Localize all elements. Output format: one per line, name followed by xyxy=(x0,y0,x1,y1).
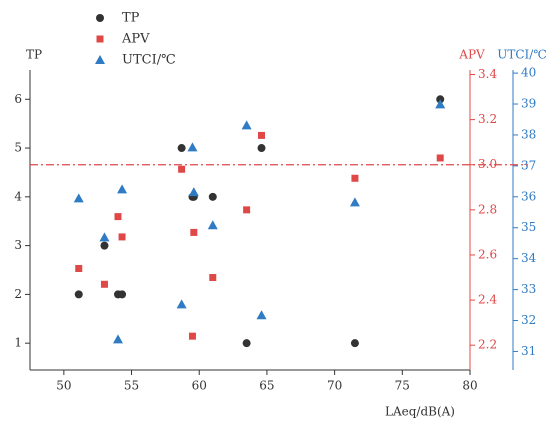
legend-marker xyxy=(96,14,104,22)
y3-axis-label: UTCI/℃ xyxy=(497,48,547,62)
y3-tick-label: 34 xyxy=(521,251,537,265)
point xyxy=(258,131,266,139)
y-tick-label: 5 xyxy=(14,141,22,155)
x-tick-label: 75 xyxy=(395,379,410,393)
point xyxy=(100,241,109,250)
x-tick-label: 55 xyxy=(124,379,139,393)
point xyxy=(99,232,110,242)
y-tick-label: 1 xyxy=(14,336,22,350)
point xyxy=(256,310,267,320)
point xyxy=(351,174,359,182)
point xyxy=(435,99,446,109)
legend-label: APV xyxy=(121,32,150,47)
point xyxy=(436,154,444,162)
y2-tick-label: 2.4 xyxy=(478,293,497,307)
y3-tick-label: 40 xyxy=(521,66,536,80)
point xyxy=(178,165,186,173)
point xyxy=(349,197,360,207)
point xyxy=(177,144,186,153)
point xyxy=(118,233,126,241)
point xyxy=(176,299,187,309)
y3-tick-label: 31 xyxy=(521,344,536,358)
legend-marker xyxy=(96,35,104,43)
x-tick-label: 60 xyxy=(192,379,207,393)
point xyxy=(113,334,123,344)
y-tick-label: 4 xyxy=(14,189,22,203)
point xyxy=(242,339,251,348)
legend-marker xyxy=(95,55,105,64)
y3-tick-label: 36 xyxy=(521,189,536,203)
point xyxy=(208,192,217,201)
legend-label: TP xyxy=(122,11,140,26)
point xyxy=(257,144,266,153)
y2-tick-label: 3.4 xyxy=(478,67,497,81)
point xyxy=(75,264,83,272)
y2-axis-label: APV xyxy=(458,48,485,62)
point xyxy=(436,95,445,104)
x-tick-label: 70 xyxy=(327,379,342,393)
point xyxy=(207,220,218,230)
legend-label: UTCI/℃ xyxy=(122,53,176,68)
point xyxy=(241,120,252,130)
point xyxy=(188,332,196,340)
y3-tick-label: 35 xyxy=(521,220,536,234)
y3-tick-label: 32 xyxy=(521,313,536,327)
point xyxy=(187,142,198,152)
y2-tick-label: 3.0 xyxy=(478,157,497,171)
y3-tick-label: 39 xyxy=(521,97,536,111)
y2-tick-label: 2.2 xyxy=(478,338,497,352)
point xyxy=(117,184,128,194)
point xyxy=(188,187,199,197)
y-axis-label: TP xyxy=(26,48,42,62)
point xyxy=(114,213,122,221)
point xyxy=(73,193,84,203)
point xyxy=(243,206,251,214)
point xyxy=(190,228,198,236)
y3-tick-label: 38 xyxy=(521,127,536,141)
y2-tick-label: 2.8 xyxy=(478,202,497,216)
point xyxy=(118,290,127,299)
point xyxy=(100,280,108,288)
y2-tick-label: 3.2 xyxy=(478,112,497,126)
x-tick-label: 50 xyxy=(56,379,71,393)
point xyxy=(209,274,217,282)
y2-tick-label: 2.6 xyxy=(478,247,497,261)
point xyxy=(74,290,83,299)
x-tick-label: 65 xyxy=(259,379,274,393)
y-tick-label: 6 xyxy=(14,92,22,106)
y3-tick-label: 37 xyxy=(521,158,536,172)
y-tick-label: 3 xyxy=(14,238,22,252)
y3-tick-label: 33 xyxy=(521,282,536,296)
x-tick-label: 80 xyxy=(462,379,477,393)
point xyxy=(350,339,359,348)
y-tick-label: 2 xyxy=(14,287,22,301)
x-axis-label: LAeq/dB(A) xyxy=(385,405,455,419)
